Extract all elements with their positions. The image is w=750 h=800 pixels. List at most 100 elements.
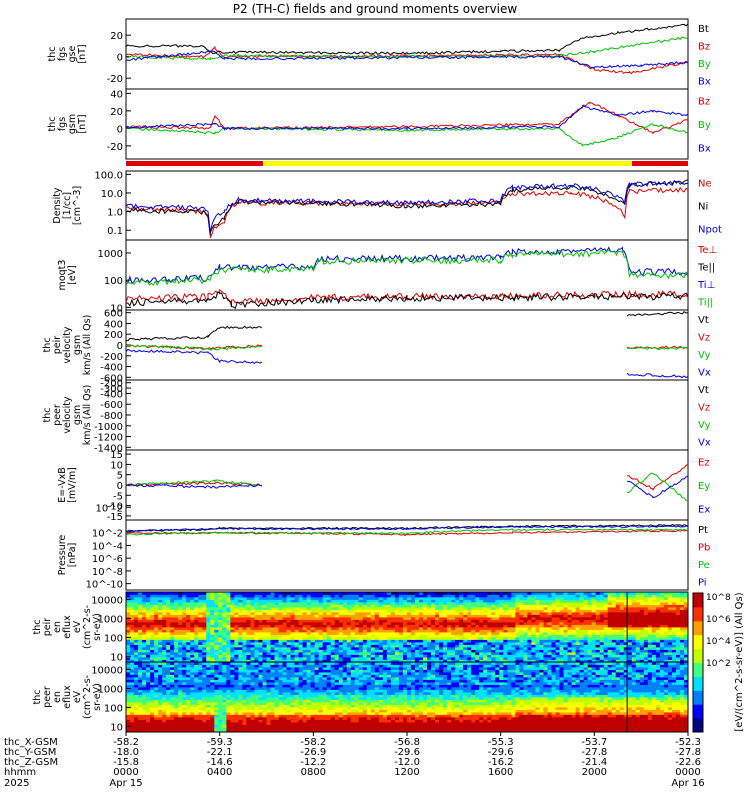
spectrogram-cell (479, 607, 484, 610)
spectrogram-cell (162, 614, 167, 618)
spectrogram-cell (407, 642, 412, 645)
spectrogram-cell (290, 652, 295, 655)
spectrogram-cell (178, 664, 183, 668)
spectrogram-cell (126, 699, 131, 703)
spectrogram-cell (238, 619, 243, 623)
spectrogram-cell (651, 592, 657, 595)
spectrogram-cell (487, 614, 492, 618)
spectrogram-cell (643, 632, 649, 635)
spectrogram-cell (507, 592, 512, 595)
spectrogram-cell (226, 682, 231, 685)
spectrogram-cell (382, 597, 388, 600)
spectrogram-cell (411, 624, 416, 628)
spectrogram-cell (539, 642, 544, 645)
spectrogram-cell (443, 649, 448, 653)
spectrogram-cell (507, 649, 512, 653)
spectrogram-cell (547, 632, 552, 635)
spectrogram-cell (202, 714, 207, 718)
spectrogram-cell (415, 642, 420, 645)
y-tick-label: 20 (110, 107, 123, 118)
spectrogram-cell (218, 592, 223, 595)
spectrogram-cell (362, 634, 368, 638)
spectrogram-cell (162, 602, 167, 605)
spectrogram-cell (290, 602, 295, 605)
spectrogram-cell (419, 599, 424, 603)
spectrogram-cell (531, 629, 536, 633)
spectrogram-cell (234, 719, 239, 723)
spectrogram-cell (166, 709, 171, 713)
spectrogram-cell (515, 647, 520, 650)
spectrogram-cell (499, 652, 504, 655)
spectrogram-cell (455, 642, 460, 645)
spectrogram-cell (158, 599, 163, 603)
spectrogram-cell (214, 669, 219, 673)
spectrogram-cell (386, 659, 392, 663)
spectrogram-cell (539, 649, 544, 653)
spectrogram-cell (398, 632, 404, 635)
spectrogram-cell (182, 609, 187, 613)
spectrogram-cell (415, 617, 420, 620)
spectrogram-cell (302, 619, 308, 623)
spectrogram-cell (210, 724, 215, 728)
spectrogram-cell (575, 634, 581, 638)
spectrogram-cell (182, 702, 187, 705)
spectrogram-cell (302, 634, 308, 638)
spectrogram-cell (374, 624, 380, 628)
spectrogram-cell (182, 692, 187, 695)
spectrogram-cell (314, 609, 320, 613)
spectrogram-cell (314, 597, 320, 600)
spectrogram-cell (130, 674, 135, 678)
spectrogram-cell (342, 629, 348, 633)
spectrogram-cell (611, 607, 617, 610)
spectrogram-cell (386, 644, 392, 648)
spectrogram-cell (651, 652, 657, 655)
spectrogram-cell (374, 604, 380, 608)
spectrogram-cell (611, 647, 617, 650)
spectrogram-cell (527, 592, 532, 595)
spectrogram-cell (146, 692, 151, 695)
spectrogram-cell (146, 664, 151, 668)
spectrogram-cell (194, 729, 199, 733)
spectrogram-cell (591, 639, 597, 643)
spectrogram-cell (242, 664, 247, 668)
spectrogram-cell (238, 729, 243, 733)
spectrogram-cell (394, 652, 400, 655)
spectrogram-cell (330, 644, 336, 648)
spectrogram-cell (182, 599, 187, 603)
spectrogram-cell (471, 604, 476, 608)
spectrogram-cell (583, 649, 589, 653)
legend-entry: Vt (698, 315, 709, 326)
spectrogram-cell (270, 629, 275, 633)
spectrogram-cell (294, 629, 300, 633)
spectrogram-cell (306, 642, 312, 645)
spectrogram-cell (555, 597, 560, 600)
spectrogram-cell (174, 644, 179, 648)
spectrogram-cell (370, 619, 376, 623)
spectrogram-cell (603, 637, 609, 640)
spectrogram-cell (567, 654, 572, 658)
spectrogram-cell (390, 612, 396, 615)
spectrogram-cell (531, 642, 536, 645)
spectrogram-cell (326, 639, 332, 643)
spectrogram-cell (615, 657, 621, 660)
spectrogram-cell (559, 637, 564, 640)
spectrogram-cell (643, 652, 649, 655)
spectrogram-cell (370, 622, 376, 625)
spectrogram-cell (218, 639, 223, 643)
spectrogram-cell (487, 652, 492, 655)
spectrogram-cell (242, 597, 247, 600)
spectrogram-cell (174, 714, 179, 718)
spectrogram-cell (322, 612, 328, 615)
spectrogram-cell (190, 687, 195, 690)
spectrogram-cell (435, 607, 440, 610)
spectrogram-cell (202, 727, 207, 730)
spectrogram-cell (639, 599, 645, 603)
spectrogram-cell (427, 637, 432, 640)
spectrogram-cell (655, 597, 661, 600)
spectrogram-cell (130, 594, 135, 598)
spectrogram-cell (511, 602, 516, 605)
spectrogram-cell (390, 604, 396, 608)
spectrogram-cell (178, 674, 183, 678)
spectrogram-cell (190, 692, 195, 695)
spectrogram-cell (222, 657, 227, 660)
